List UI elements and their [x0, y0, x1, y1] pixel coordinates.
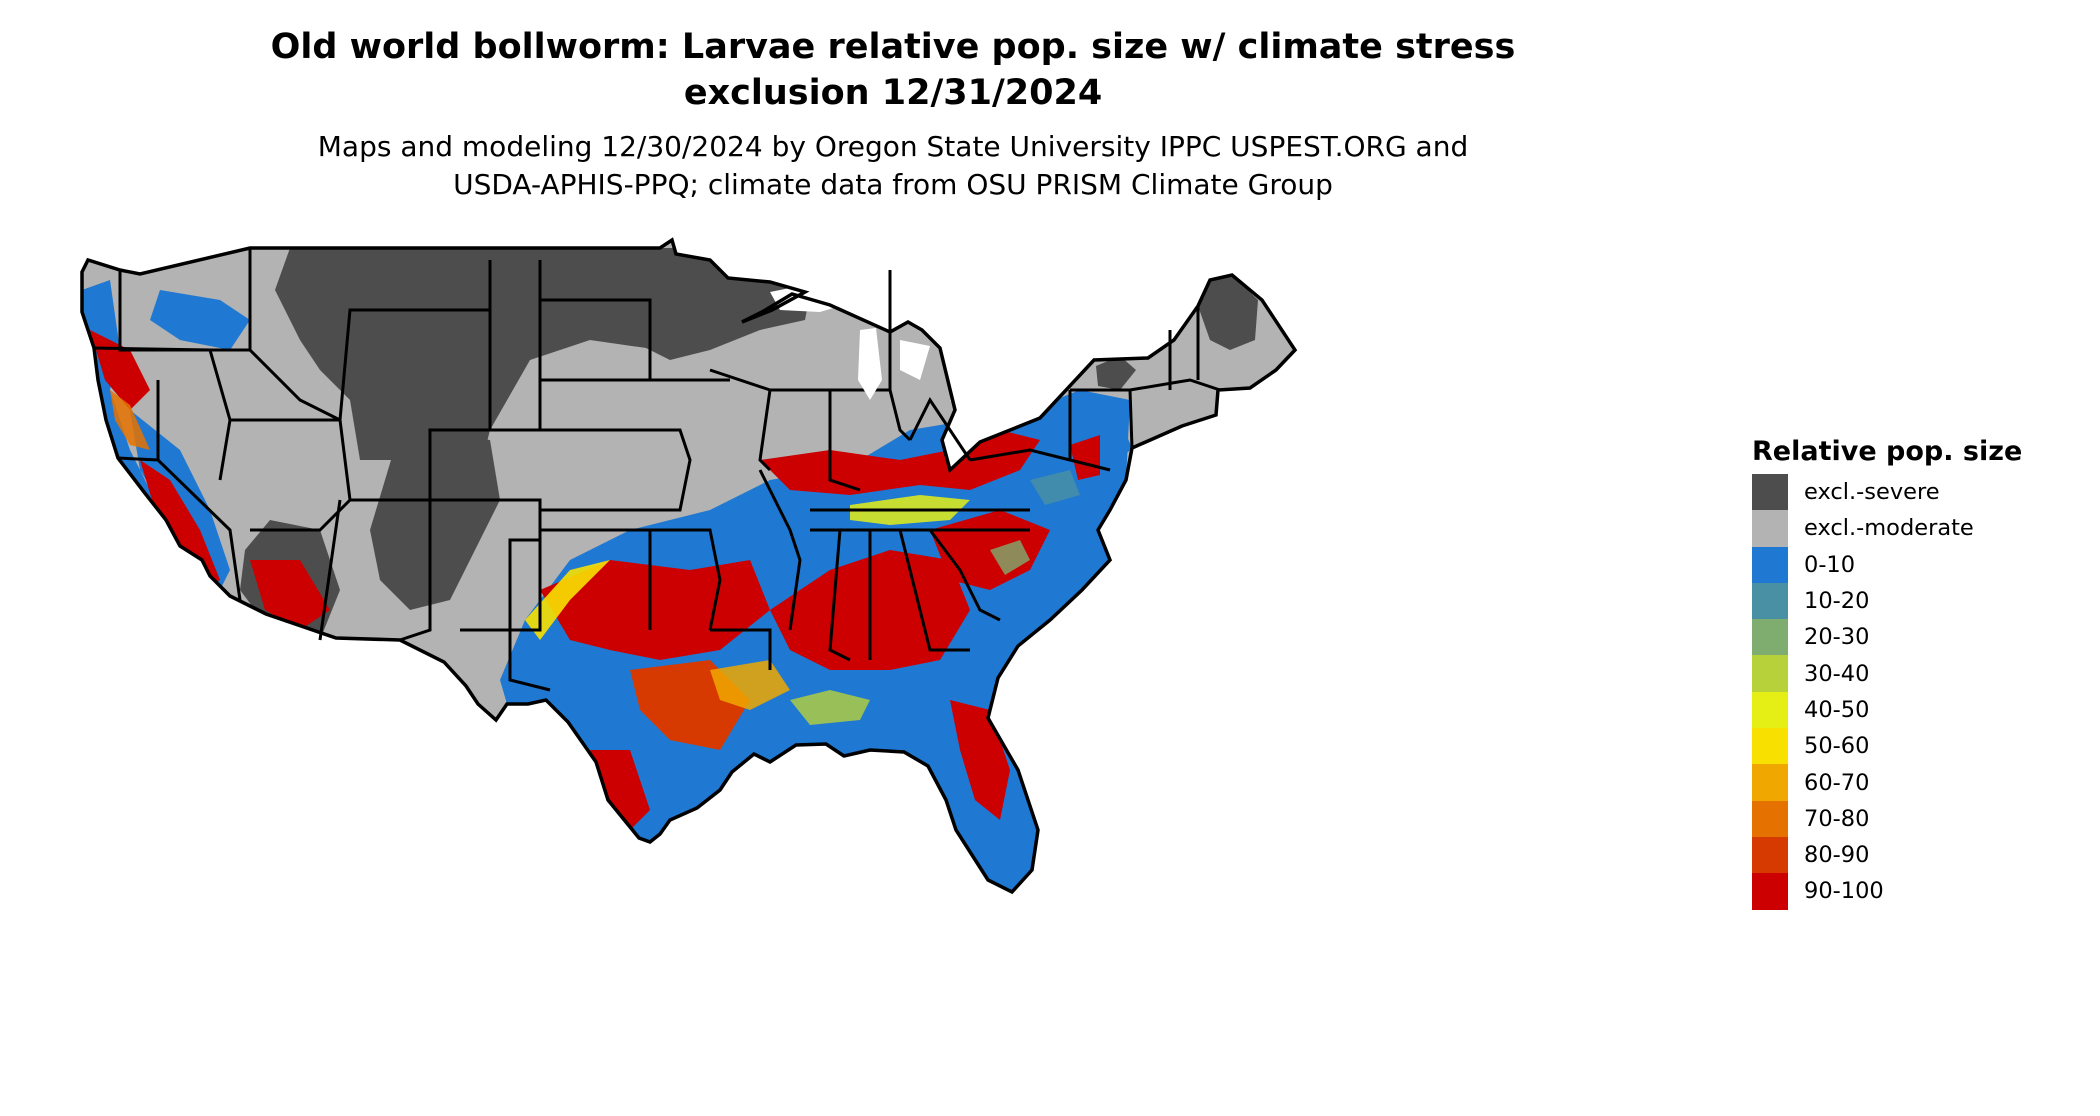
- legend-item: 70-80: [1752, 800, 2092, 837]
- map-title: Old world bollworm: Larvae relative pop.…: [0, 24, 1786, 116]
- zone-50-60-band-plains: [525, 560, 610, 640]
- zone-severe-north: [275, 248, 730, 480]
- legend-swatch: [1752, 873, 1788, 910]
- legend-label: 90-100: [1804, 878, 1884, 905]
- map-title-line-2: exclusion 12/31/2024: [683, 73, 1103, 113]
- legend-item: 60-70: [1752, 764, 2092, 801]
- legend-label: 10-20: [1804, 588, 1870, 615]
- state-boundaries: [93, 248, 1221, 692]
- legend-item: 50-60: [1752, 728, 2092, 765]
- map-subtitle-line-2: USDA-APHIS-PPQ; climate data from OSU PR…: [453, 168, 1333, 201]
- zone-90-100-texas-coast: [590, 750, 650, 830]
- legend-item: 10-20: [1752, 582, 2092, 620]
- zone-60-70-band-south: [710, 660, 790, 710]
- legend-item: 90-100: [1752, 873, 2092, 910]
- legend-swatch: [1752, 691, 1788, 729]
- map-title-line-1: Old world bollworm: Larvae relative pop.…: [270, 27, 1516, 67]
- legend: Relative pop. size excl.-severe excl.-mod…: [1752, 434, 2092, 910]
- legend-swatch: [1752, 474, 1788, 511]
- zone-30-40-band-gulf: [790, 690, 870, 725]
- zone-70-80-band-pacific: [110, 390, 150, 450]
- legend-swatch: [1752, 836, 1788, 874]
- legend-item: 40-50: [1752, 691, 2092, 729]
- legend-items: excl.-severe excl.-moderate 0-10 10-20 20-30…: [1752, 474, 2092, 910]
- legend-swatch: [1752, 800, 1788, 837]
- map-subtitle: Maps and modeling 12/30/2024 by Oregon S…: [0, 128, 1786, 204]
- lake-huron: [900, 340, 930, 380]
- legend-item: 30-40: [1752, 655, 2092, 692]
- zone-90-100-oklahoma-texas: [540, 560, 770, 660]
- lake-erie: [950, 380, 1020, 415]
- legend-swatch: [1752, 619, 1788, 656]
- legend-label: 30-40: [1804, 660, 1870, 687]
- lake-michigan: [858, 328, 882, 400]
- zone-severe-rockies: [370, 430, 500, 610]
- zone-90-100-oregon: [90, 330, 150, 410]
- legend-label: 0-10: [1804, 551, 1856, 578]
- lake-ontario: [1030, 360, 1082, 382]
- legend-item: excl.-moderate: [1752, 510, 2092, 547]
- legend-swatch: [1752, 582, 1788, 620]
- zone-severe-upstate-ny: [1096, 356, 1136, 390]
- legend-label: 50-60: [1804, 733, 1870, 760]
- us-risk-map: [80, 237, 1298, 895]
- map-subtitle-line-1: Maps and modeling 12/30/2024 by Oregon S…: [317, 130, 1469, 163]
- legend-label: 20-30: [1804, 624, 1870, 651]
- zone-severe-minnesota: [630, 250, 810, 360]
- legend-swatch: [1752, 510, 1788, 547]
- legend-label: excl.-moderate: [1804, 515, 1974, 542]
- legend-swatch: [1752, 764, 1788, 801]
- zone-10-20-band-virginia: [1030, 470, 1080, 505]
- legend-item: 20-30: [1752, 619, 2092, 656]
- legend-item: 0-10: [1752, 546, 2092, 583]
- legend-label: 40-50: [1804, 696, 1870, 723]
- legend-title: Relative pop. size: [1752, 436, 2023, 467]
- legend-swatch: [1752, 546, 1788, 583]
- legend-swatch: [1752, 728, 1788, 765]
- zone-severe-maine: [1198, 275, 1258, 350]
- legend-label: 60-70: [1804, 769, 1870, 796]
- zone-90-100-new-jersey: [1070, 435, 1100, 480]
- legend-label: excl.-severe: [1804, 479, 1940, 506]
- great-lakes: [770, 280, 1082, 415]
- legend-item: 80-90: [1752, 836, 2092, 874]
- legend-label: 80-90: [1804, 842, 1870, 869]
- legend-item: excl.-severe: [1752, 474, 2092, 511]
- zone-20-30-band-carolinas: [990, 540, 1030, 575]
- us-border: [80, 237, 1298, 895]
- legend-swatch: [1752, 655, 1788, 692]
- zone-0-10-washington: [150, 290, 250, 350]
- zone-90-100-lower-colorado: [250, 560, 330, 630]
- legend-label: 70-80: [1804, 805, 1870, 832]
- zone-0-10-northeast-coast: [1080, 420, 1132, 470]
